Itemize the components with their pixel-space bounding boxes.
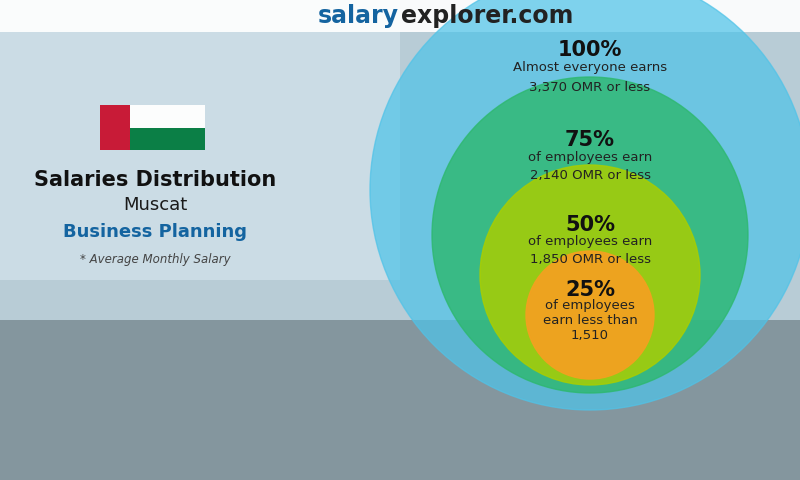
- FancyBboxPatch shape: [0, 0, 400, 280]
- Circle shape: [432, 77, 748, 393]
- FancyBboxPatch shape: [0, 0, 800, 32]
- Text: 100%: 100%: [558, 40, 622, 60]
- Text: of employees: of employees: [545, 299, 635, 312]
- FancyBboxPatch shape: [130, 128, 205, 150]
- Text: 50%: 50%: [565, 215, 615, 235]
- Text: Business Planning: Business Planning: [63, 223, 247, 241]
- FancyBboxPatch shape: [130, 105, 205, 128]
- Circle shape: [370, 0, 800, 410]
- FancyBboxPatch shape: [0, 320, 800, 480]
- Text: of employees earn: of employees earn: [528, 152, 652, 165]
- Text: salary: salary: [318, 4, 399, 28]
- Text: 1,850 OMR or less: 1,850 OMR or less: [530, 253, 650, 266]
- Text: * Average Monthly Salary: * Average Monthly Salary: [80, 253, 230, 266]
- Text: 75%: 75%: [565, 130, 615, 150]
- Text: Salaries Distribution: Salaries Distribution: [34, 170, 276, 190]
- Text: 1,510: 1,510: [571, 328, 609, 341]
- FancyBboxPatch shape: [100, 105, 130, 150]
- Text: 25%: 25%: [565, 280, 615, 300]
- Text: explorer.com: explorer.com: [401, 4, 574, 28]
- Circle shape: [526, 251, 654, 379]
- Text: 3,370 OMR or less: 3,370 OMR or less: [530, 81, 650, 94]
- Text: 2,140 OMR or less: 2,140 OMR or less: [530, 169, 650, 182]
- Circle shape: [480, 165, 700, 385]
- Text: Muscat: Muscat: [123, 196, 187, 214]
- Text: Almost everyone earns: Almost everyone earns: [513, 61, 667, 74]
- Text: earn less than: earn less than: [542, 313, 638, 326]
- Text: of employees earn: of employees earn: [528, 236, 652, 249]
